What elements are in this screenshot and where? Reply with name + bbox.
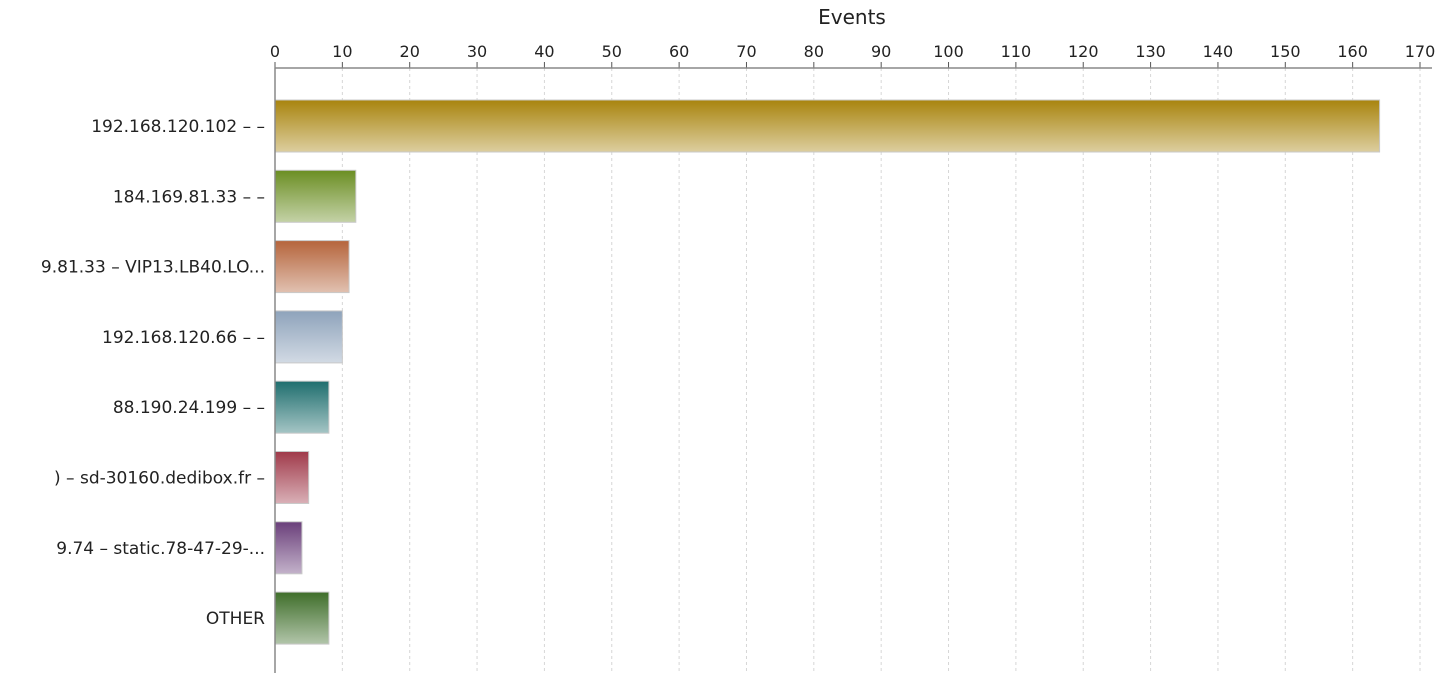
x-tick-label: 170 [1405, 42, 1436, 61]
bar[interactable] [274, 310, 343, 364]
x-tick-label: 40 [534, 42, 554, 61]
bars [274, 99, 1381, 645]
grid-lines [341, 68, 1421, 673]
bar[interactable] [274, 380, 330, 434]
x-tick-label: 10 [332, 42, 352, 61]
x-tick-label: 0 [270, 42, 280, 61]
y-category-label: ) – sd-30160.dedibox.fr – [54, 469, 265, 489]
y-category-label: 9.74 – static.78-47-29-... [56, 539, 265, 559]
bar[interactable] [274, 451, 310, 504]
y-category-label: 88.190.24.199 – – [113, 398, 265, 418]
axes: 0 10 20 30 40 50 60 70 80 90 100 110 120 130 140 150 160… [270, 42, 1435, 673]
x-tick-label: 20 [400, 42, 420, 61]
y-category-label: 192.168.120.102 – – [91, 117, 265, 137]
bar[interactable] [274, 240, 350, 294]
x-tick-label: 50 [602, 42, 622, 61]
x-tick-label: 120 [1068, 42, 1099, 61]
x-tick-label: 90 [871, 42, 891, 61]
x-tick-label: 100 [933, 42, 964, 61]
bar[interactable] [274, 591, 330, 645]
x-tick-label: 150 [1270, 42, 1301, 61]
bar[interactable] [274, 521, 303, 575]
y-category-label: 192.168.120.66 – – [102, 328, 265, 348]
bar[interactable] [274, 169, 357, 223]
y-category-label: 184.169.81.33 – – [113, 187, 265, 207]
x-axis-title: Events [818, 5, 886, 29]
x-tick-label: 80 [804, 42, 824, 61]
bar[interactable] [274, 99, 1381, 153]
y-category-label: 9.81.33 – VIP13.LB40.LO... [41, 258, 265, 278]
x-tick-label: 70 [736, 42, 756, 61]
y-category-label: OTHER [206, 609, 265, 629]
x-tick-label: 30 [467, 42, 487, 61]
x-tick-label: 160 [1337, 42, 1368, 61]
x-tick-label: 140 [1203, 42, 1234, 61]
labels: 192.168.120.102 – – 184.169.81.33 – – 9.81… [41, 117, 265, 629]
x-tick-label: 60 [669, 42, 689, 61]
x-tick-label: 110 [1001, 42, 1032, 61]
x-tick-label: 130 [1135, 42, 1166, 61]
